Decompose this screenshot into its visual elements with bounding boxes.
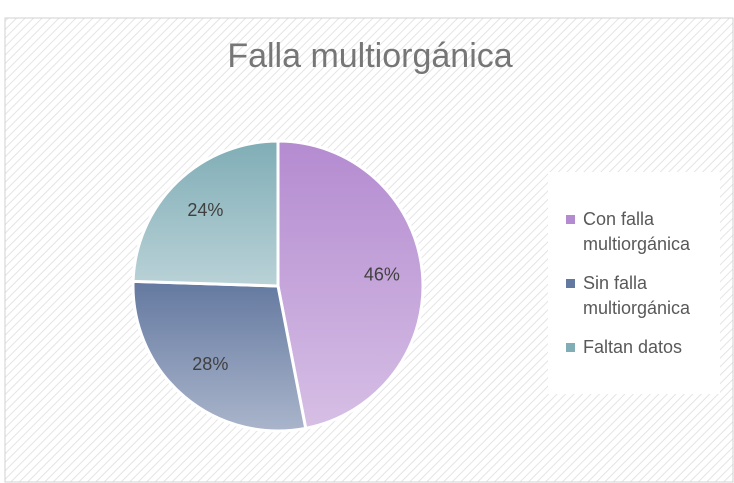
data-label: 24% [187, 200, 223, 220]
pie-slice [131, 279, 308, 433]
legend-item: Faltan datos [548, 335, 720, 360]
legend-swatch [566, 342, 575, 352]
legend-swatch [566, 278, 575, 288]
pie-slice [131, 139, 280, 288]
pie-slice [276, 139, 425, 431]
legend-label: Faltan datos [583, 336, 683, 357]
legend-label: Con falla multiorgánica [583, 208, 691, 254]
data-label: 28% [192, 354, 228, 374]
legend-label: Sin falla multiorgánica [583, 272, 691, 318]
chart-title: Falla multiorgánica [227, 37, 512, 75]
legend-swatch [566, 214, 575, 224]
legend: Con falla multiorgánica Sin falla multior… [548, 172, 720, 394]
data-label: 46% [364, 265, 400, 285]
legend-item: Sin falla multiorgánica [548, 271, 720, 321]
legend-item: Con falla multiorgánica [548, 207, 720, 257]
